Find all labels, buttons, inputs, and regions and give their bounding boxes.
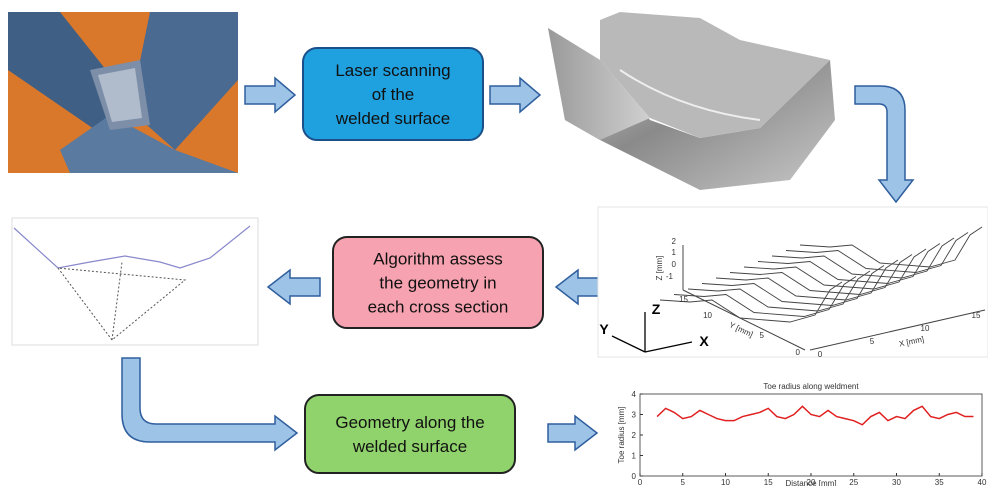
x-tick-label: 5	[681, 478, 686, 486]
step-label: Laser scanning	[335, 61, 450, 80]
arrow	[490, 78, 540, 112]
x-tick-label: 15	[764, 478, 773, 486]
chart-title: Toe radius along weldment	[763, 382, 859, 391]
y-tick-label: 4	[632, 390, 637, 399]
plot-frame	[640, 394, 982, 476]
tick-label: 2	[672, 237, 677, 246]
arrow	[268, 270, 320, 304]
tick-label: 5	[870, 337, 875, 346]
weld-photo	[8, 12, 238, 173]
tick-label: 10	[921, 324, 930, 333]
tick-label: 0	[672, 260, 677, 269]
y-tick-label: 1	[632, 452, 637, 461]
tick-label: 0	[818, 350, 823, 359]
x-tick-label: 30	[892, 478, 901, 486]
x-axis-label: Distance [mm]	[785, 479, 836, 486]
tick-label: -1	[666, 272, 674, 281]
y-axis-label: Toe radius [mm]	[617, 407, 626, 464]
x-tick-label: 25	[849, 478, 858, 486]
tick-label: 5	[760, 331, 765, 340]
arrow	[245, 78, 295, 112]
y-tick-label: 3	[632, 411, 637, 420]
axis-name: Y	[599, 321, 609, 337]
tick-label: 10	[703, 311, 712, 320]
tick-label: 15	[972, 311, 981, 320]
step-label: welded surface	[352, 437, 467, 456]
axis-name: Z	[652, 301, 661, 317]
step-label: each cross section	[368, 298, 509, 317]
tick-label: 0	[796, 348, 801, 357]
x-tick-label: 35	[935, 478, 944, 486]
step-box: Algorithm assess the geometry in each cros…	[333, 237, 543, 328]
axis-label: Z [mm]	[655, 256, 664, 281]
y-tick-label: 2	[632, 431, 637, 440]
arrow	[122, 358, 297, 450]
step-box: Geometry along the welded surface	[305, 395, 515, 473]
x-tick-label: 0	[638, 478, 643, 486]
x-tick-label: 40	[978, 478, 987, 486]
step-label: Geometry along the	[335, 413, 484, 432]
tick-label: 15	[679, 295, 688, 304]
axis-name: X	[699, 333, 709, 349]
step-box: Laser scanning of the welded surface	[303, 48, 483, 140]
step-label: of the	[372, 85, 415, 104]
arrow	[855, 86, 913, 202]
tick-label: 1	[672, 248, 677, 257]
step-label: Algorithm assess	[373, 250, 502, 269]
arrow	[548, 416, 597, 450]
cross-section	[12, 218, 258, 345]
arrow	[556, 270, 600, 304]
plot-background	[598, 207, 988, 357]
diagram: Laser scanning of the welded surface Algor…	[0, 0, 988, 486]
step-label: welded surface	[335, 109, 450, 128]
y-tick-label: 0	[632, 472, 637, 481]
x-tick-label: 10	[721, 478, 730, 486]
step-label: the geometry in	[379, 274, 496, 293]
surface-scan	[548, 12, 835, 190]
